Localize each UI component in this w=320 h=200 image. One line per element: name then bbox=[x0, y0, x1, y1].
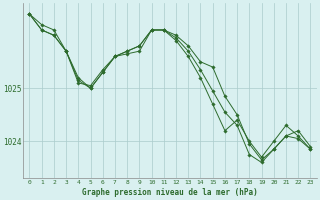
X-axis label: Graphe pression niveau de la mer (hPa): Graphe pression niveau de la mer (hPa) bbox=[82, 188, 258, 197]
